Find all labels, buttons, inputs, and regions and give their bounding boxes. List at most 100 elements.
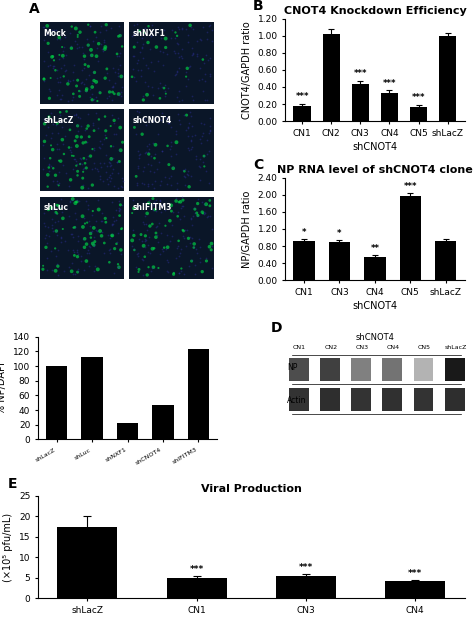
Point [105,91,112,101]
Point [149,244,156,254]
Point [175,86,182,96]
Point [81,63,88,73]
Point [87,228,94,238]
Point [107,23,115,33]
Point [54,90,61,100]
Point [82,256,90,266]
Point [72,198,79,208]
Point [152,232,160,242]
Point [164,257,172,267]
Point [113,157,121,167]
Point [58,90,65,100]
Point [203,96,210,106]
Point [45,112,53,122]
Point [82,86,90,96]
Point [192,244,200,254]
Point [116,210,123,220]
Point [132,262,140,272]
Point [202,166,210,176]
Point [49,60,57,70]
Point [132,172,140,181]
Point [158,244,166,254]
Point [67,229,75,239]
Point [73,120,81,130]
Point [84,183,91,193]
Point [160,83,168,93]
Point [150,201,157,210]
Point [113,157,121,167]
Point [167,172,174,181]
Point [90,76,98,86]
Point [98,227,106,237]
Point [137,65,145,75]
Point [73,214,80,224]
Point [151,167,158,176]
Point [165,160,173,170]
Point [109,141,117,151]
Point [195,234,203,244]
Point [41,76,48,86]
Point [166,216,173,226]
Point [203,256,210,266]
Point [149,138,157,148]
Point [53,144,61,154]
Point [47,161,55,171]
Point [102,168,110,178]
Point [181,164,189,174]
Point [79,48,86,58]
Text: Mock: Mock [43,29,66,38]
Point [43,265,50,275]
Point [178,24,186,34]
Point [91,163,99,173]
Point [128,241,136,251]
Bar [152,405,173,439]
Point [167,33,175,43]
Point [186,232,193,242]
Point [70,110,77,120]
Point [179,165,187,175]
Text: ***: *** [412,93,425,102]
Point [118,82,126,92]
Point [103,161,111,171]
Point [184,38,192,48]
Point [201,118,208,128]
Point [196,254,204,263]
Point [42,221,49,231]
Point [59,213,67,223]
Point [43,253,51,263]
Point [156,180,164,190]
Point [109,63,117,73]
Point [162,172,169,182]
Point [86,248,93,258]
Point [173,253,180,263]
Point [77,256,84,266]
Point [46,86,54,96]
Point [101,112,109,122]
Point [64,75,72,85]
Point [180,211,188,221]
Point [150,90,157,100]
Point [105,246,113,255]
Point [110,181,118,191]
Point [156,46,164,56]
Point [74,121,82,131]
Point [140,114,148,124]
Point [128,236,136,246]
Point [112,205,119,215]
Point [142,234,149,244]
Point [69,75,76,85]
Point [84,40,92,50]
Point [151,153,158,163]
Point [44,222,52,231]
Point [115,89,122,99]
Point [162,80,169,90]
Bar [293,106,311,121]
Point [137,149,144,159]
Point [116,157,123,167]
Bar [289,388,309,411]
Point [87,227,95,237]
Point [187,144,194,154]
Point [167,122,175,131]
Point [144,179,152,189]
Point [140,28,148,38]
